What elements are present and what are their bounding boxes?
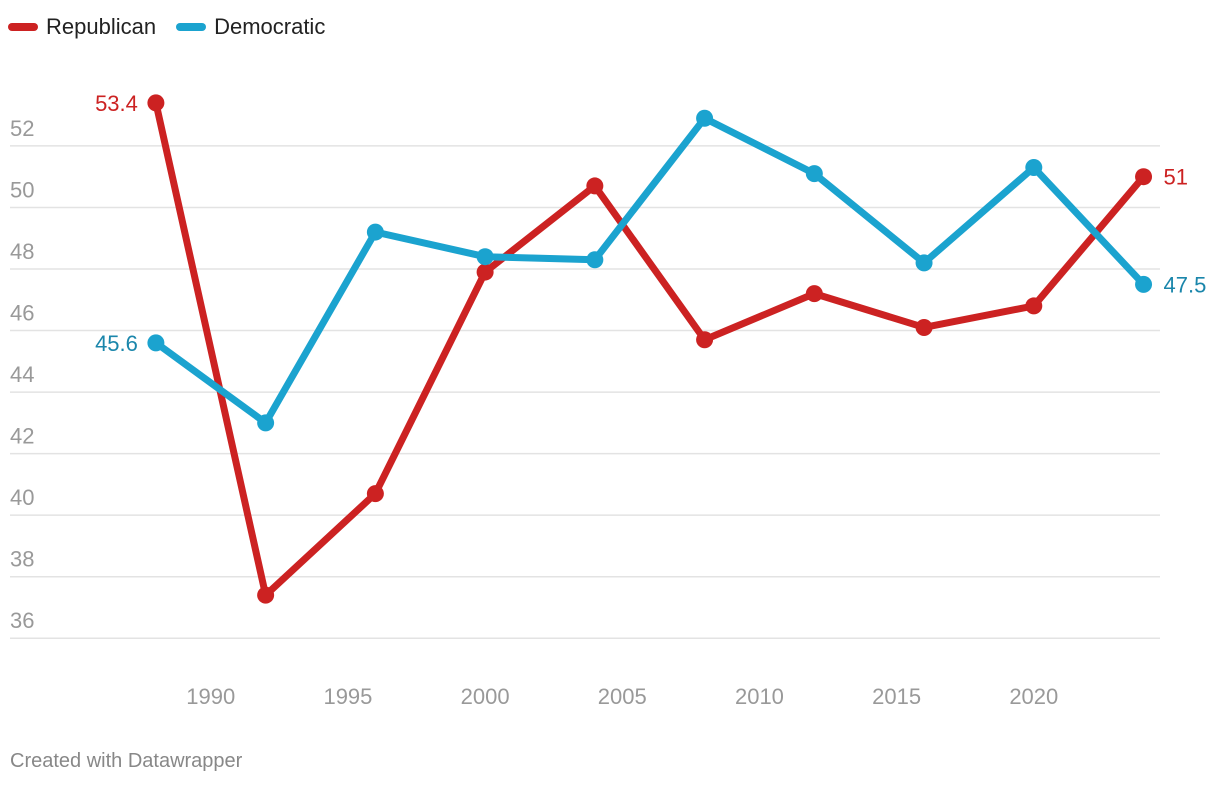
series-line-republican xyxy=(152,99,1148,599)
data-point-republican-1992 xyxy=(257,586,275,604)
legend-label-republican: Republican xyxy=(46,14,157,39)
data-point-democratic-1992 xyxy=(257,414,275,432)
data-point-democratic-1988 xyxy=(147,334,165,352)
legend-swatch-republican xyxy=(8,23,38,31)
last-value-label-republican: 51 xyxy=(1164,165,1188,190)
y-tick-label-42: 42 xyxy=(10,424,34,449)
data-point-democratic-2004 xyxy=(586,251,604,269)
y-tick-label-52: 52 xyxy=(10,116,34,141)
last-value-label-democratic: 47.5 xyxy=(1164,272,1207,297)
first-value-label-democratic: 45.6 xyxy=(95,331,138,356)
data-labels: 53.4 51 45.6 47.5 xyxy=(95,91,1206,356)
data-point-republican-2024 xyxy=(1135,168,1153,186)
data-point-democratic-2012 xyxy=(805,165,823,183)
credit-footer: Created with Datawrapper xyxy=(10,750,243,772)
x-tick-label-2000: 2000 xyxy=(461,684,510,709)
gridlines xyxy=(10,145,1160,639)
series-points xyxy=(147,94,1153,604)
x-tick-label-2015: 2015 xyxy=(872,684,921,709)
y-tick-label-50: 50 xyxy=(10,177,34,202)
x-tick-label-2020: 2020 xyxy=(1009,684,1058,709)
data-point-republican-1996 xyxy=(366,485,384,503)
y-tick-label-40: 40 xyxy=(10,485,34,510)
series-line-democratic xyxy=(152,114,1148,427)
x-axis-ticks: 1990 1995 2000 2005 2010 2015 2020 xyxy=(186,684,1058,709)
data-point-democratic-2020 xyxy=(1025,158,1043,176)
legend: Republican Democratic xyxy=(8,14,325,40)
data-point-democratic-2000 xyxy=(476,248,494,266)
y-axis-ticks: 36 38 40 42 44 46 48 50 52 xyxy=(10,116,34,633)
data-point-republican-2008 xyxy=(696,331,714,349)
legend-label-democratic: Democratic xyxy=(214,14,326,39)
y-tick-label-36: 36 xyxy=(10,608,34,633)
data-point-democratic-2024 xyxy=(1135,275,1153,293)
x-tick-label-2010: 2010 xyxy=(735,684,784,709)
data-point-republican-1988 xyxy=(147,94,165,112)
x-tick-label-1990: 1990 xyxy=(186,684,235,709)
data-point-democratic-1996 xyxy=(366,223,384,241)
legend-item-republican: Republican xyxy=(8,14,156,40)
legend-swatch-democratic xyxy=(176,23,207,31)
data-point-republican-2016 xyxy=(915,318,933,336)
data-point-democratic-2016 xyxy=(915,254,933,272)
y-tick-label-48: 48 xyxy=(10,239,34,264)
data-point-republican-2000 xyxy=(476,263,494,281)
y-tick-label-46: 46 xyxy=(10,301,34,326)
x-tick-label-2005: 2005 xyxy=(598,684,647,709)
y-tick-label-44: 44 xyxy=(10,362,34,387)
data-point-republican-2004 xyxy=(586,177,604,195)
first-value-label-republican: 53.4 xyxy=(95,91,138,116)
data-point-republican-2020 xyxy=(1025,297,1043,315)
series-lines xyxy=(152,99,1148,599)
data-point-republican-2012 xyxy=(805,285,823,303)
data-point-democratic-2008 xyxy=(696,109,714,127)
y-tick-label-38: 38 xyxy=(10,547,34,572)
legend-item-democratic: Democratic xyxy=(176,14,325,40)
x-tick-label-1995: 1995 xyxy=(323,684,372,709)
